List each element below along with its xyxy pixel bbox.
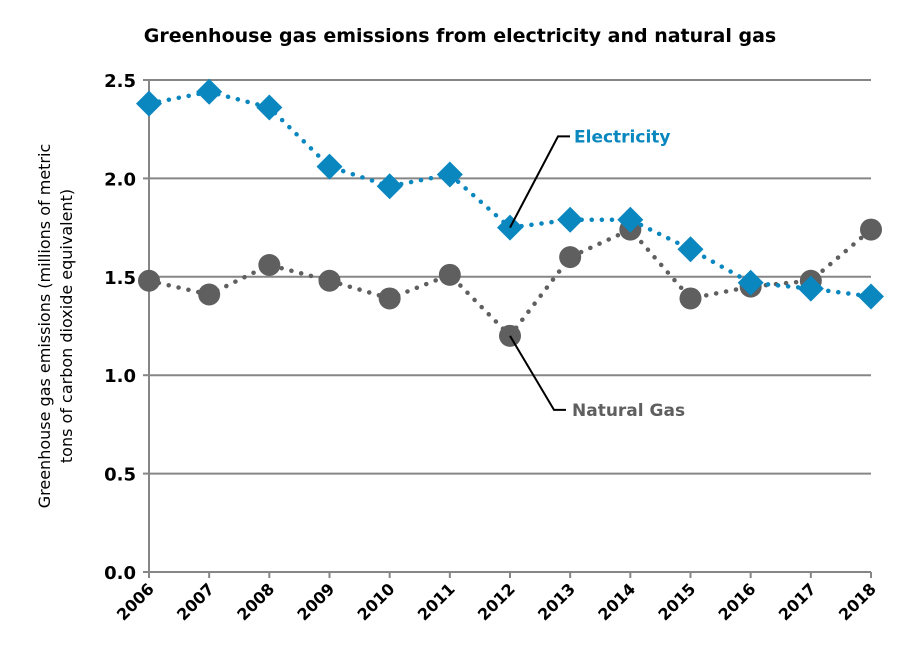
x-tick-label: 2008 [233, 579, 278, 624]
series [136, 78, 884, 347]
gridlines [149, 79, 871, 475]
y-tick-label: 1.0 [104, 366, 136, 387]
y-tick-label: 0.0 [104, 563, 136, 584]
data-point-diamond [196, 78, 223, 105]
data-point-diamond [797, 275, 824, 302]
data-point-diamond [436, 161, 463, 188]
data-point-diamond [677, 236, 704, 263]
y-axis-label-line-1: Greenhouse gas emissions (millions of me… [35, 144, 54, 509]
y-tick-label: 1.5 [104, 268, 136, 289]
data-point-circle [559, 246, 582, 269]
data-point-circle [438, 263, 461, 286]
x-tick-label: 2012 [474, 579, 519, 624]
data-point-circle [860, 218, 882, 241]
x-tick-label: 2007 [173, 579, 218, 624]
data-point-diamond [256, 94, 283, 121]
data-point-circle [258, 253, 281, 276]
y-axis-label-line-2: tons of carbon dioxide equivalent) [57, 189, 76, 463]
data-point-diamond [737, 269, 764, 296]
x-tick-label: 2014 [594, 579, 639, 624]
natural-gas-leader-line [509, 335, 566, 411]
data-point-diamond [617, 206, 644, 233]
x-tick-label: 2016 [715, 579, 760, 624]
data-point-circle [318, 269, 341, 292]
data-point-circle [378, 287, 401, 310]
data-point-diamond [376, 173, 403, 200]
x-tick-label: 2006 [113, 579, 158, 624]
y-axis-label: Greenhouse gas emissions (millions of me… [35, 144, 76, 509]
data-point-diamond [136, 90, 162, 117]
data-point-diamond [858, 283, 884, 310]
natural-gas-annotation: Natural Gas [572, 401, 685, 421]
data-point-circle [138, 269, 160, 292]
data-point-diamond [557, 206, 584, 233]
x-tick-label: 2010 [354, 579, 399, 624]
chart-title: Greenhouse gas emissions from electricit… [144, 25, 776, 47]
series-electricity [136, 78, 884, 310]
x-ticks: 2006 2007 2008 2009 2010 2011 2012 2013 2014 2015… [113, 572, 880, 624]
x-tick-label: 2011 [414, 579, 459, 624]
x-tick-label: 2013 [534, 579, 579, 624]
electricity-leader-line [509, 135, 570, 229]
y-tick-label: 2.5 [104, 71, 136, 92]
x-tick-label: 2018 [835, 579, 880, 624]
data-point-diamond [316, 153, 343, 180]
x-tick-label: 2015 [654, 579, 699, 624]
series-line [146, 89, 874, 299]
y-tick-label: 2.0 [104, 169, 136, 190]
annotations: Electricity Natural Gas [509, 127, 685, 421]
electricity-annotation: Electricity [574, 127, 671, 147]
x-tick-label: 2017 [775, 579, 820, 624]
data-point-circle [198, 283, 221, 306]
data-point-circle [679, 287, 702, 310]
x-tick-label: 2009 [293, 579, 338, 624]
y-ticks: 0.0 0.5 1.0 1.5 2.0 2.5 [104, 71, 149, 584]
y-tick-label: 0.5 [104, 465, 136, 486]
